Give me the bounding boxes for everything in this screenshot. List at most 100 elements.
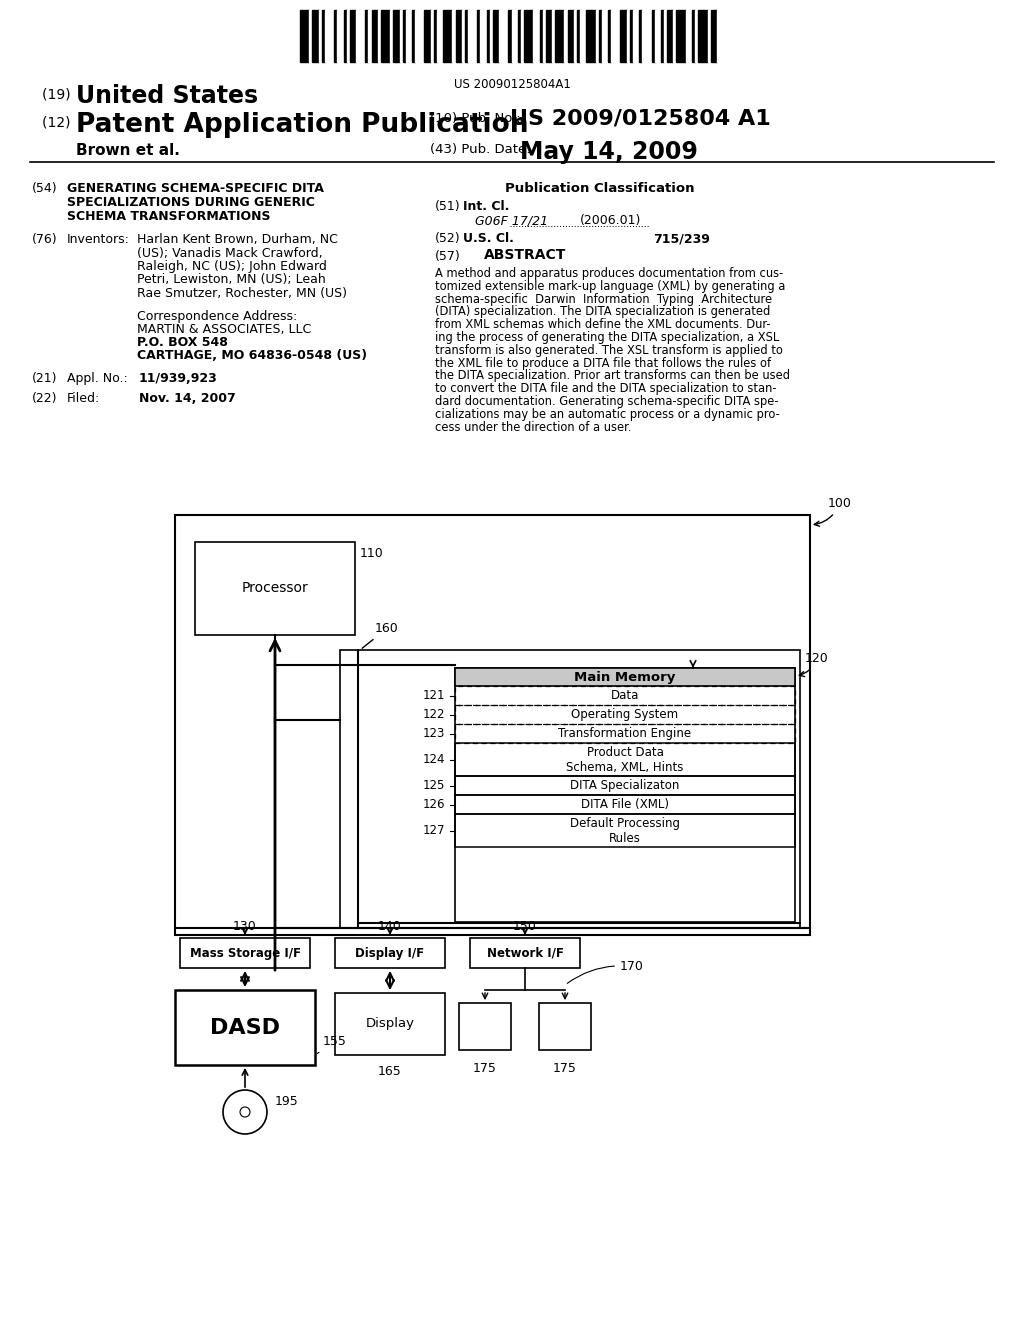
Bar	[462, 11, 465, 62]
Bar	[651, 11, 654, 62]
Bar	[465, 11, 468, 62]
Text: (19): (19)	[42, 88, 75, 102]
Text: (2006.01): (2006.01)	[580, 214, 641, 227]
Text: Petri, Lewiston, MN (US); Leah: Petri, Lewiston, MN (US); Leah	[137, 273, 326, 286]
Text: 175: 175	[553, 1063, 577, 1074]
Text: Int. Cl.: Int. Cl.	[463, 201, 509, 213]
Bar	[412, 11, 415, 62]
Text: CARTHAGE, MO 64836-0548 (US): CARTHAGE, MO 64836-0548 (US)	[137, 348, 368, 362]
Bar	[455, 776, 795, 795]
Bar	[390, 11, 393, 62]
Bar	[175, 990, 315, 1065]
Text: DASD: DASD	[210, 1018, 280, 1038]
Bar	[337, 11, 344, 62]
Bar	[711, 11, 717, 62]
Text: 11/939,923: 11/939,923	[139, 372, 218, 385]
Bar	[608, 11, 611, 62]
Text: 127: 127	[423, 824, 445, 837]
Text: 123: 123	[423, 727, 445, 741]
Bar	[344, 11, 347, 62]
Text: Mass Storage I/F: Mass Storage I/F	[189, 946, 300, 960]
Bar	[596, 11, 599, 62]
Bar	[499, 11, 509, 62]
Text: (DITA) specialization. The DITA specialization is generated: (DITA) specialization. The DITA speciali…	[435, 305, 770, 318]
Text: Raleigh, NC (US); John Edward: Raleigh, NC (US); John Edward	[137, 260, 327, 273]
Bar	[393, 11, 399, 62]
Text: Default Processing
Rules: Default Processing Rules	[570, 817, 680, 845]
Text: US 20090125804A1: US 20090125804A1	[454, 78, 570, 91]
Bar	[539, 1003, 591, 1049]
Bar	[350, 11, 356, 62]
Bar	[717, 11, 720, 62]
Bar	[369, 11, 372, 62]
Bar	[546, 11, 552, 62]
Text: Main Memory: Main Memory	[574, 671, 676, 684]
Text: (54): (54)	[32, 182, 57, 195]
Bar	[540, 11, 543, 62]
Bar	[695, 11, 698, 62]
Text: Appl. No.:: Appl. No.:	[67, 372, 128, 385]
Text: from XML schemas which define the XML documents. Dur-: from XML schemas which define the XML do…	[435, 318, 770, 331]
Bar	[406, 11, 412, 62]
Bar	[300, 11, 309, 62]
Bar	[455, 686, 795, 705]
Bar	[424, 11, 431, 62]
Text: 715/239: 715/239	[653, 232, 710, 246]
Bar	[468, 11, 477, 62]
Text: transform is also generated. The XSL transform is applied to: transform is also generated. The XSL tra…	[435, 343, 783, 356]
Text: Rae Smutzer, Rochester, MN (US): Rae Smutzer, Rochester, MN (US)	[137, 286, 347, 300]
Text: cializations may be an automatic process or a dynamic pro-: cializations may be an automatic process…	[435, 408, 779, 421]
Bar	[518, 11, 521, 62]
Text: Publication Classification: Publication Classification	[505, 182, 694, 195]
Text: 175: 175	[473, 1063, 497, 1074]
Bar	[455, 743, 795, 776]
Text: 165: 165	[378, 1065, 401, 1078]
Text: (US); Vanadis Mack Crawford,: (US); Vanadis Mack Crawford,	[137, 247, 323, 260]
Bar	[459, 1003, 511, 1049]
Bar	[543, 11, 546, 62]
Bar	[378, 11, 381, 62]
Bar	[667, 11, 674, 62]
Text: Harlan Kent Brown, Durham, NC: Harlan Kent Brown, Durham, NC	[137, 234, 338, 246]
Text: GENERATING SCHEMA-SPECIFIC DITA: GENERATING SCHEMA-SPECIFIC DITA	[67, 182, 324, 195]
Text: (76): (76)	[32, 234, 57, 246]
Bar	[642, 11, 651, 62]
Bar	[692, 11, 695, 62]
Text: Network I/F: Network I/F	[486, 946, 563, 960]
Text: 125: 125	[423, 779, 445, 792]
Bar	[627, 11, 630, 62]
Bar	[602, 11, 608, 62]
Text: Transformation Engine: Transformation Engine	[558, 727, 691, 741]
Bar	[335, 993, 445, 1055]
Bar	[509, 11, 512, 62]
Bar	[555, 11, 564, 62]
Bar	[455, 723, 795, 743]
Bar	[340, 649, 800, 928]
Bar	[512, 11, 518, 62]
Bar	[477, 11, 480, 62]
Bar	[372, 11, 378, 62]
Text: tomized extensible mark-up language (XML) by generating a: tomized extensible mark-up language (XML…	[435, 280, 785, 293]
Text: 160: 160	[362, 622, 398, 648]
Text: 150: 150	[513, 920, 537, 933]
Bar	[611, 11, 621, 62]
Bar	[708, 11, 711, 62]
Text: 195: 195	[275, 1096, 299, 1107]
Bar	[456, 11, 462, 62]
Text: Patent Application Publication: Patent Application Publication	[76, 112, 528, 139]
Bar	[455, 814, 795, 847]
Text: (57): (57)	[435, 249, 461, 263]
Text: 100: 100	[814, 498, 852, 527]
Text: (43) Pub. Date:: (43) Pub. Date:	[430, 143, 552, 156]
Text: to convert the DITA file and the DITA specialization to stan-: to convert the DITA file and the DITA sp…	[435, 383, 776, 395]
Text: P.O. BOX 548: P.O. BOX 548	[137, 337, 228, 348]
Text: 122: 122	[423, 708, 445, 721]
Text: Inventors:: Inventors:	[67, 234, 130, 246]
Text: (51): (51)	[435, 201, 461, 213]
Bar	[698, 11, 708, 62]
Bar	[486, 11, 489, 62]
Bar	[366, 11, 369, 62]
Bar	[318, 11, 322, 62]
Text: Filed:: Filed:	[67, 392, 100, 405]
Bar	[564, 11, 567, 62]
